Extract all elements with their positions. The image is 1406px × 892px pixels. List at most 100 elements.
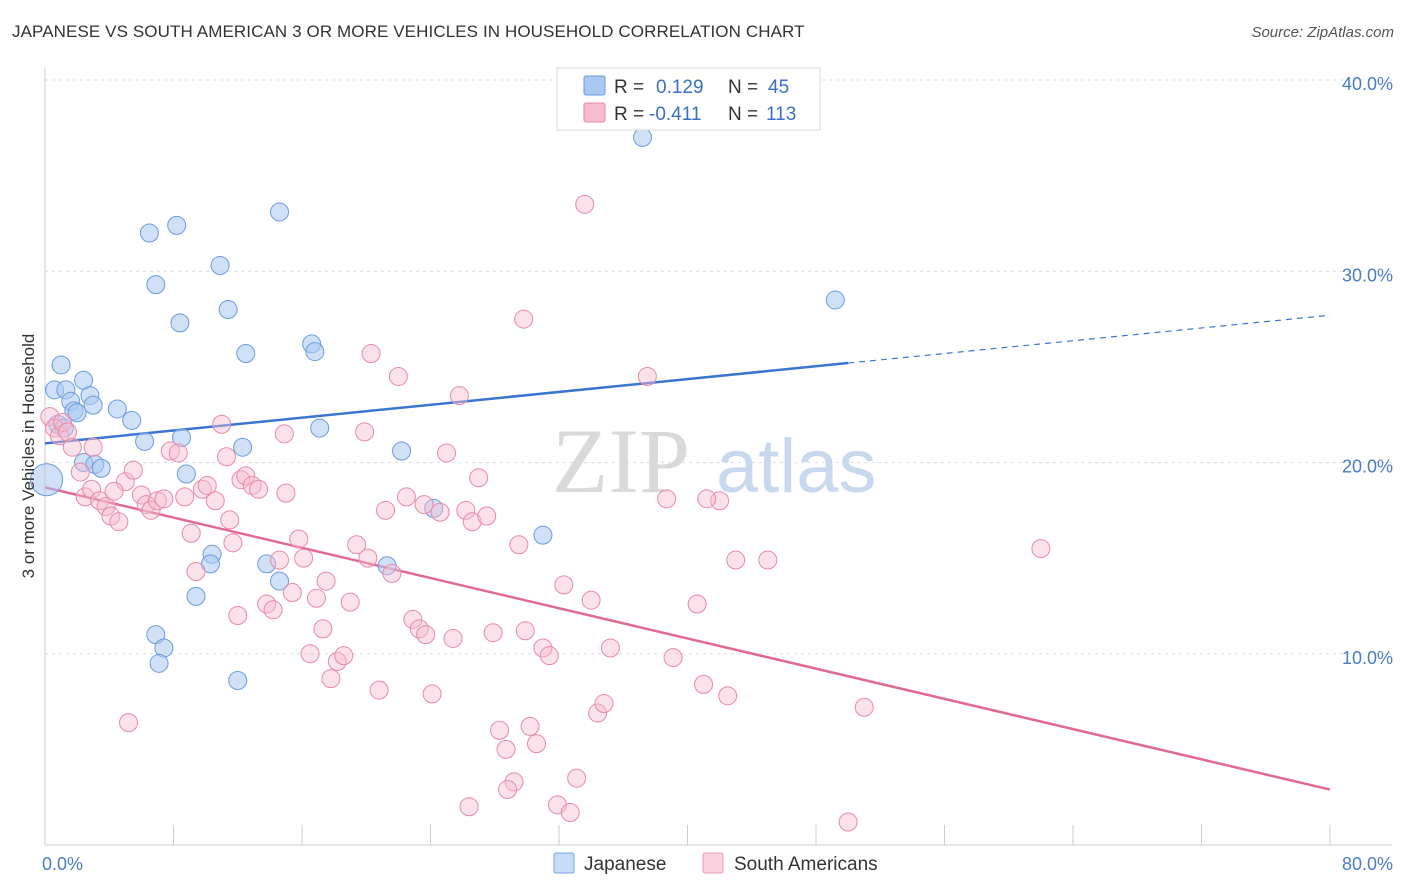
south-americans-point	[581, 590, 601, 610]
south-americans-point	[369, 680, 389, 700]
legend-r-label: R =	[614, 77, 644, 98]
south-americans-point	[520, 716, 540, 736]
south-americans-point	[236, 466, 256, 486]
south-americans-point	[40, 407, 60, 427]
south-americans-point	[376, 500, 396, 520]
south-americans-point	[70, 462, 90, 482]
south-americans-point	[175, 487, 195, 507]
japanese-point	[51, 355, 71, 375]
series-legend-label-south-americans: South Americans	[734, 854, 878, 875]
south-americans-point	[560, 802, 580, 822]
japanese-point	[270, 571, 290, 591]
south-americans-point	[289, 529, 309, 549]
south-americans-point	[567, 768, 587, 788]
south-americans-point	[443, 628, 463, 648]
south-americans-point	[294, 548, 314, 568]
japanese-point	[146, 275, 166, 295]
y-tick-label: 20.0%	[1342, 457, 1393, 477]
south-americans-point	[334, 646, 354, 666]
watermark-zip: ZIP	[552, 410, 690, 512]
south-americans-point	[217, 447, 237, 467]
source-label: Source: ZipAtlas.com	[1251, 24, 1394, 41]
legend-r-value: 0.129	[656, 77, 704, 98]
south-americans-point	[1031, 539, 1051, 559]
south-americans-point	[459, 797, 479, 817]
y-tick-label: 10.0%	[1342, 648, 1393, 668]
south-americans-point	[533, 638, 553, 658]
south-americans-point	[430, 502, 450, 522]
south-americans-point	[504, 772, 524, 792]
series-legend-swatch-japanese	[553, 852, 575, 874]
japanese-point	[83, 395, 103, 415]
south-americans-point	[514, 309, 534, 329]
japanese-point	[67, 403, 87, 423]
trend-lines	[44, 314, 1331, 791]
series-legend-label-japanese: Japanese	[584, 854, 666, 875]
south-americans-point	[462, 512, 482, 532]
south-americans-point	[758, 550, 778, 570]
south-americans-point	[96, 496, 116, 516]
south-americans-point	[437, 443, 457, 463]
japanese-point	[236, 343, 256, 363]
south-americans-point	[147, 491, 167, 511]
south-americans-point	[483, 623, 503, 643]
south-americans-point	[718, 686, 738, 706]
south-americans-point	[449, 386, 469, 406]
japanese-point	[825, 290, 845, 310]
south-americans-point	[220, 510, 240, 530]
south-americans-point	[181, 523, 201, 543]
south-americans-point	[123, 460, 143, 480]
south-americans-point	[53, 412, 73, 432]
south-americans-point	[588, 703, 608, 723]
south-americans-point	[594, 693, 614, 713]
south-americans-point	[300, 644, 320, 664]
south-americans-point	[249, 479, 269, 499]
legend-r-label: R =	[614, 104, 644, 125]
south-americans-point	[694, 674, 714, 694]
south-americans-point	[75, 487, 95, 507]
south-americans-point	[403, 609, 423, 629]
series-legend: Japanese South Americans	[553, 852, 878, 875]
japanese-point	[172, 428, 192, 448]
south-americans-point	[168, 443, 188, 463]
south-americans-point	[687, 594, 707, 614]
south-americans-point	[340, 592, 360, 612]
south-americans-point	[313, 619, 333, 639]
watermark: ZIP atlas	[552, 410, 877, 512]
series-legend-swatch-south-americans	[702, 852, 724, 874]
japanese-trend-extension	[848, 314, 1331, 364]
south-americans-point	[498, 780, 518, 800]
south-americans-point	[726, 550, 746, 570]
south-americans-point	[321, 669, 341, 689]
south-americans-point	[274, 424, 294, 444]
south-americans-point	[539, 646, 559, 666]
legend-swatch-south-americans	[583, 102, 606, 123]
south-americans-point	[515, 621, 535, 641]
south-americans-point	[115, 472, 135, 492]
south-americans-point	[119, 713, 139, 733]
south-americans-point	[270, 550, 290, 570]
south-americans-point	[382, 563, 402, 583]
japanese-point	[91, 458, 111, 478]
south-americans-point	[477, 506, 497, 526]
south-americans-point	[396, 487, 416, 507]
south-americans-point	[228, 606, 248, 625]
south-americans-point	[490, 720, 510, 740]
japanese-point	[218, 300, 238, 319]
south-americans-point	[388, 366, 408, 386]
south-americans-point	[316, 571, 336, 591]
legend-n-value: 45	[768, 77, 789, 98]
japanese-point	[392, 441, 412, 461]
south-americans-point	[263, 600, 283, 620]
south-americans-point	[575, 194, 595, 214]
japanese-point	[135, 431, 155, 451]
tick-labels: 10.0% 20.0% 30.0% 40.0% 0.0% 80.0%	[42, 74, 1393, 874]
watermark-atlas: atlas	[716, 424, 877, 509]
south-americans-point	[838, 812, 858, 832]
legend-n-value: 113	[766, 104, 796, 125]
south-americans-point	[347, 535, 367, 555]
japanese-point	[107, 399, 127, 419]
japanese-point	[170, 313, 190, 333]
south-americans-point	[496, 739, 516, 759]
y-tick-label: 40.0%	[1342, 74, 1393, 94]
